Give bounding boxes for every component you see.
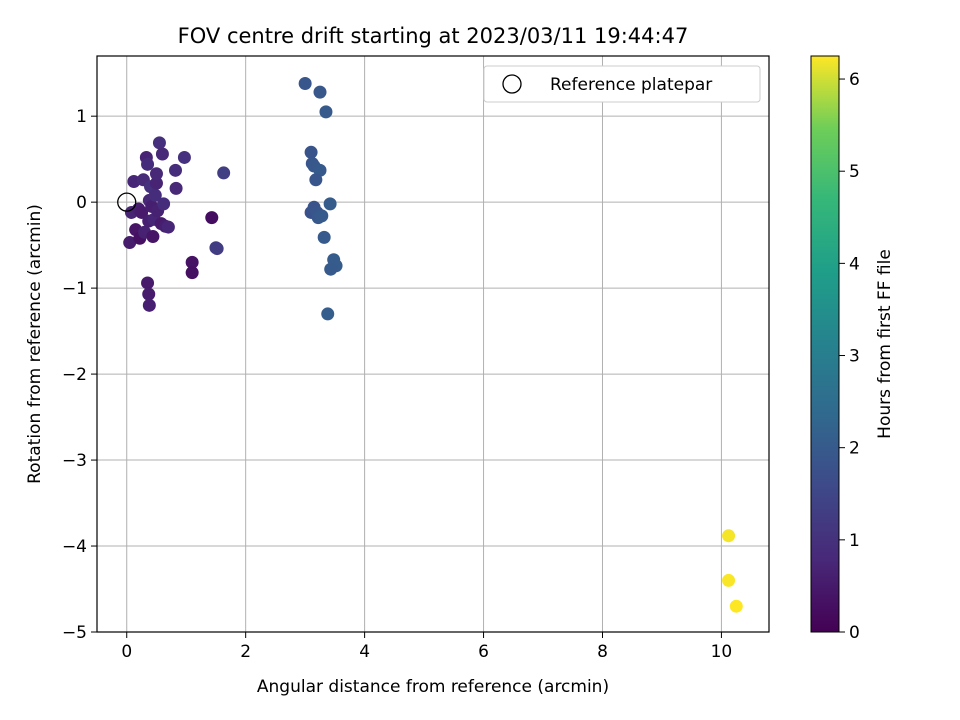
scatter-points [123,77,743,613]
colorbar-tick-label: 0 [849,623,860,643]
x-tick-label: 6 [478,642,489,662]
colorbar-gradient [810,55,840,633]
x-tick-label: 4 [359,642,370,662]
data-point [149,176,163,190]
x-axis-ticks: 0 2 4 6 8 10 [121,632,732,662]
x-axis-label: Angular distance from reference (arcmin) [257,677,609,697]
chart-title: FOV centre drift starting at 2023/03/11 … [178,24,689,48]
data-point [149,167,163,181]
colorbar-tick-label: 2 [849,439,860,459]
y-tick-label: 1 [76,107,87,127]
colorbar-tick-label: 6 [849,70,860,90]
data-point [148,188,162,202]
data-point [315,209,329,223]
data-point [168,163,182,177]
legend-marker-icon [502,74,522,94]
plot-frame [96,55,770,633]
data-point [722,529,736,543]
x-tick-label: 8 [597,642,608,662]
data-point [146,230,160,244]
data-point [722,573,736,587]
colorbar: 0 1 2 3 4 5 6 Hours from first FF file [810,55,895,643]
data-point [152,136,166,150]
data-point [185,266,199,280]
data-point [309,173,323,187]
x-tick-label: 10 [711,642,733,662]
data-point [217,166,231,180]
y-tick-label: −1 [62,279,87,299]
data-point [123,236,137,250]
data-point [323,197,337,211]
colorbar-tick-label: 4 [849,254,860,274]
colorbar-label: Hours from first FF file [875,249,895,439]
colorbar-tick-label: 1 [849,531,860,551]
reference-marker-layer [117,192,137,212]
data-point [321,307,335,321]
data-point [324,262,338,276]
data-point [141,157,155,171]
colorbar-tick-label: 5 [849,162,860,182]
x-tick-label: 0 [121,642,132,662]
y-tick-label: −5 [62,623,87,643]
data-point [141,276,155,290]
data-point [304,145,318,159]
data-point [317,230,331,244]
data-point [210,242,224,256]
data-point [157,197,171,211]
data-point [298,77,312,91]
data-point [142,298,156,312]
x-tick-label: 2 [240,642,251,662]
data-point [319,105,333,119]
data-point [313,85,327,99]
grid-lines [97,56,769,633]
y-tick-label: 0 [76,193,87,213]
data-point [161,220,175,234]
y-tick-label: −4 [62,537,87,557]
colorbar-tick-label: 3 [849,347,860,367]
y-tick-label: −2 [62,365,87,385]
colorbar-ticks: 0 1 2 3 4 5 6 [839,70,860,643]
data-point [185,255,199,269]
legend-entry-label: Reference platepar [550,75,712,95]
reference-platepar-marker [117,192,137,212]
data-point [205,211,219,225]
legend: Reference platepar [483,65,761,103]
data-point [135,205,149,219]
y-axis-ticks: −5 −4 −3 −2 −1 0 1 [62,107,97,643]
y-axis-label: Rotation from reference (arcmin) [25,204,45,484]
data-point [155,147,169,161]
data-point [169,181,183,195]
data-point [177,150,191,164]
data-point [729,599,743,613]
y-tick-label: −3 [62,451,87,471]
data-point [142,287,156,301]
legend-box [483,65,761,103]
